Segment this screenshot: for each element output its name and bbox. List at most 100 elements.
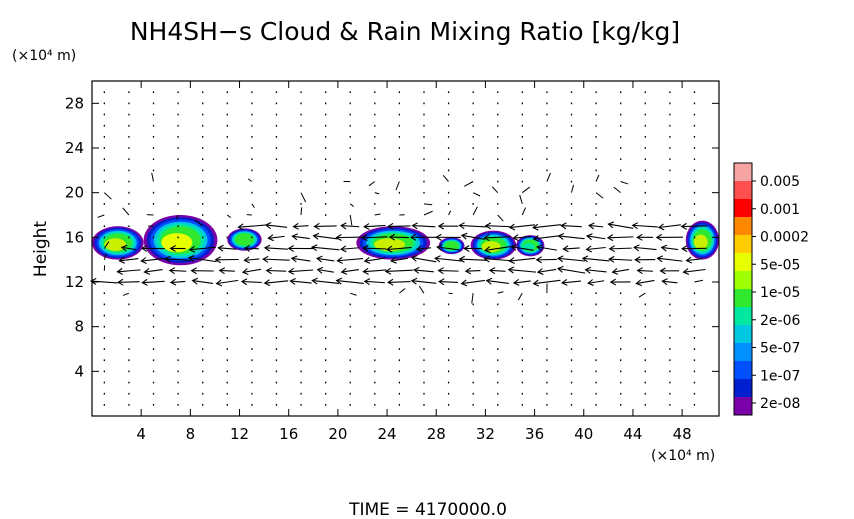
cloud-patch	[470, 230, 517, 260]
wind-arrow	[634, 256, 656, 264]
wind-dot	[447, 370, 450, 373]
wind-dot	[521, 113, 523, 116]
wind-dot	[152, 381, 155, 384]
wind-arrow	[335, 277, 364, 285]
wind-arrow	[140, 244, 165, 252]
wind-dot	[202, 381, 204, 384]
wind-dot	[669, 392, 671, 395]
wind-arrow	[484, 246, 511, 254]
wind-arrow	[585, 245, 606, 253]
wind-arrow	[483, 255, 511, 263]
wind-dot	[546, 203, 548, 205]
wind-arrow-small	[399, 288, 406, 294]
wind-dot	[128, 392, 130, 395]
wind-dot	[620, 102, 622, 105]
wind-dot	[398, 169, 401, 172]
wind-arrow	[188, 245, 216, 253]
wind-dot	[472, 91, 474, 94]
wind-dot	[693, 303, 696, 306]
wind-dot	[423, 169, 425, 172]
wind-dot	[226, 292, 228, 295]
wind-dot	[595, 292, 597, 295]
wind-dot	[103, 102, 105, 105]
wind-dot	[152, 292, 155, 295]
wind-dot	[374, 124, 376, 127]
wind-dot	[423, 147, 425, 149]
wind-arrow	[681, 245, 707, 253]
wind-dot	[324, 158, 327, 161]
wind-dot	[398, 91, 401, 94]
wind-dot	[374, 292, 376, 295]
wind-dot	[693, 370, 696, 373]
wind-arrow	[362, 244, 387, 252]
wind-dot	[128, 225, 130, 228]
wind-arrow	[484, 222, 510, 230]
wind-dot	[497, 124, 499, 127]
wind-dot	[693, 325, 696, 328]
wind-dot	[103, 337, 105, 339]
wind-arrow-small	[97, 214, 105, 218]
wind-dot	[152, 191, 155, 194]
wind-dot	[251, 158, 253, 161]
wind-dot	[521, 348, 523, 350]
wind-dot	[324, 381, 327, 384]
wind-dot	[620, 203, 622, 205]
wind-dot	[570, 180, 573, 183]
wind-arrow	[340, 267, 359, 275]
colorbar-swatch	[734, 289, 752, 308]
wind-arrow	[460, 232, 485, 240]
wind-dot	[693, 124, 696, 127]
wind-arrow	[265, 267, 287, 275]
wind-dot	[693, 158, 696, 161]
wind-arrow	[292, 222, 309, 230]
wind-arrow	[390, 256, 408, 264]
wind-arrow	[607, 221, 634, 229]
wind-dot	[226, 381, 228, 384]
wind-dot	[152, 303, 155, 306]
colorbar-label: 5e-07	[760, 341, 800, 357]
wind-dot	[226, 158, 228, 161]
wind-dot	[546, 337, 548, 339]
x-tick-label: 16	[279, 425, 298, 443]
wind-arrow-small	[368, 181, 376, 187]
wind-dot	[423, 325, 425, 328]
wind-dot	[275, 359, 278, 362]
wind-arrow	[140, 257, 166, 264]
wind-dot	[620, 303, 622, 306]
wind-dot	[152, 91, 155, 94]
wind-dot	[669, 381, 671, 384]
wind-dot	[374, 303, 376, 306]
wind-dot	[324, 180, 327, 183]
wind-dot	[177, 404, 179, 406]
wind-dot	[693, 203, 696, 205]
wind-dot	[324, 292, 327, 295]
wind-arrow	[458, 255, 487, 263]
wind-dot	[620, 169, 622, 172]
wind-dot	[202, 214, 204, 216]
wind-arrow-small	[638, 292, 646, 298]
wind-dot	[595, 203, 597, 205]
wind-dot	[374, 203, 376, 205]
wind-arrow	[606, 234, 634, 242]
wind-dot	[398, 303, 401, 306]
wind-dot	[300, 359, 302, 362]
wind-dot	[398, 370, 401, 373]
wind-dot	[226, 392, 228, 395]
wind-dot	[275, 147, 278, 149]
wind-dot	[275, 113, 278, 116]
wind-dot	[693, 169, 696, 172]
wind-arrow	[316, 255, 335, 263]
wind-dot	[447, 359, 450, 362]
wind-dot	[152, 325, 155, 328]
wind-dot	[103, 169, 105, 172]
wind-dot	[570, 292, 573, 295]
wind-arrow	[289, 277, 312, 285]
wind-dot	[128, 337, 130, 339]
wind-dot	[521, 314, 523, 317]
wind-dot	[128, 147, 130, 149]
wind-arrow	[413, 266, 434, 274]
wind-arrow	[556, 265, 586, 274]
wind-arrow-small	[546, 172, 551, 182]
colorbar-label: 2e-06	[760, 313, 800, 329]
wind-dot	[644, 169, 646, 172]
